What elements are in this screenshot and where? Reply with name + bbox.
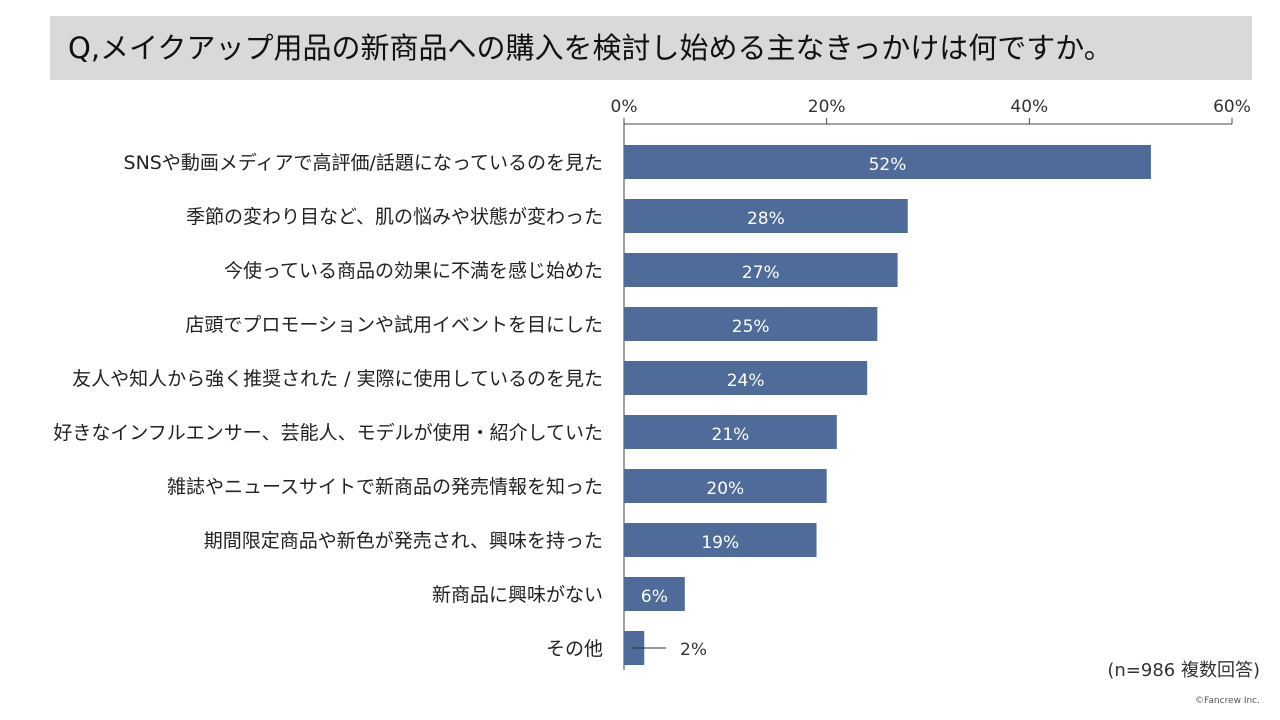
bar xyxy=(624,577,685,611)
x-tick-label: 0% xyxy=(611,97,638,117)
category-label: 新商品に興味がない xyxy=(432,584,603,606)
data-label: 28% xyxy=(747,209,785,229)
bar xyxy=(624,361,868,395)
bar xyxy=(624,307,878,341)
data-label: 19% xyxy=(701,533,739,553)
sample-note: (n=986 複数回答) xyxy=(1107,660,1260,681)
category-label: 好きなインフルエンサー、芸能人、モデルが使用・紹介していた xyxy=(53,422,603,444)
data-label: 52% xyxy=(869,155,907,175)
x-tick-label: 40% xyxy=(1010,97,1048,117)
category-label: 店頭でプロモーションや試用イベントを目にした xyxy=(185,314,603,336)
data-label: 20% xyxy=(706,479,744,499)
data-label: 24% xyxy=(727,371,765,391)
category-label: 雑誌やニュースサイトで新商品の発売情報を知った xyxy=(167,476,603,498)
bar xyxy=(624,415,837,449)
x-tick-label: 20% xyxy=(808,97,846,117)
bar xyxy=(624,145,1151,179)
category-label: 期間限定商品や新色が発売され、興味を持った xyxy=(204,530,603,552)
data-label: 2% xyxy=(680,640,707,660)
category-label: 友人や知人から強く推奨された / 実際に使用しているのを見た xyxy=(72,368,603,390)
bar xyxy=(624,469,827,503)
bar xyxy=(624,253,898,287)
category-label: SNSや動画メディアで高評価/話題になっているのを見た xyxy=(124,152,603,174)
x-tick-label: 60% xyxy=(1213,97,1251,117)
bar xyxy=(624,199,908,233)
data-label: 6% xyxy=(641,587,668,607)
category-label: 今使っている商品の効果に不満を感じ始めた xyxy=(224,260,603,282)
category-label: その他 xyxy=(546,638,603,660)
title-bar: Q,メイクアップ用品の新商品への購入を検討し始める主なきっかけは何ですか。 xyxy=(50,16,1252,80)
copyright-credit: ©Fancrew Inc. xyxy=(1195,696,1260,706)
data-label: 21% xyxy=(712,425,750,445)
data-label: 25% xyxy=(732,317,770,337)
bar xyxy=(624,523,817,557)
chart-title: Q,メイクアップ用品の新商品への購入を検討し始める主なきっかけは何ですか。 xyxy=(68,31,1113,65)
category-label: 季節の変わり目など、肌の悩みや状態が変わった xyxy=(186,206,603,228)
data-label: 27% xyxy=(742,263,780,283)
